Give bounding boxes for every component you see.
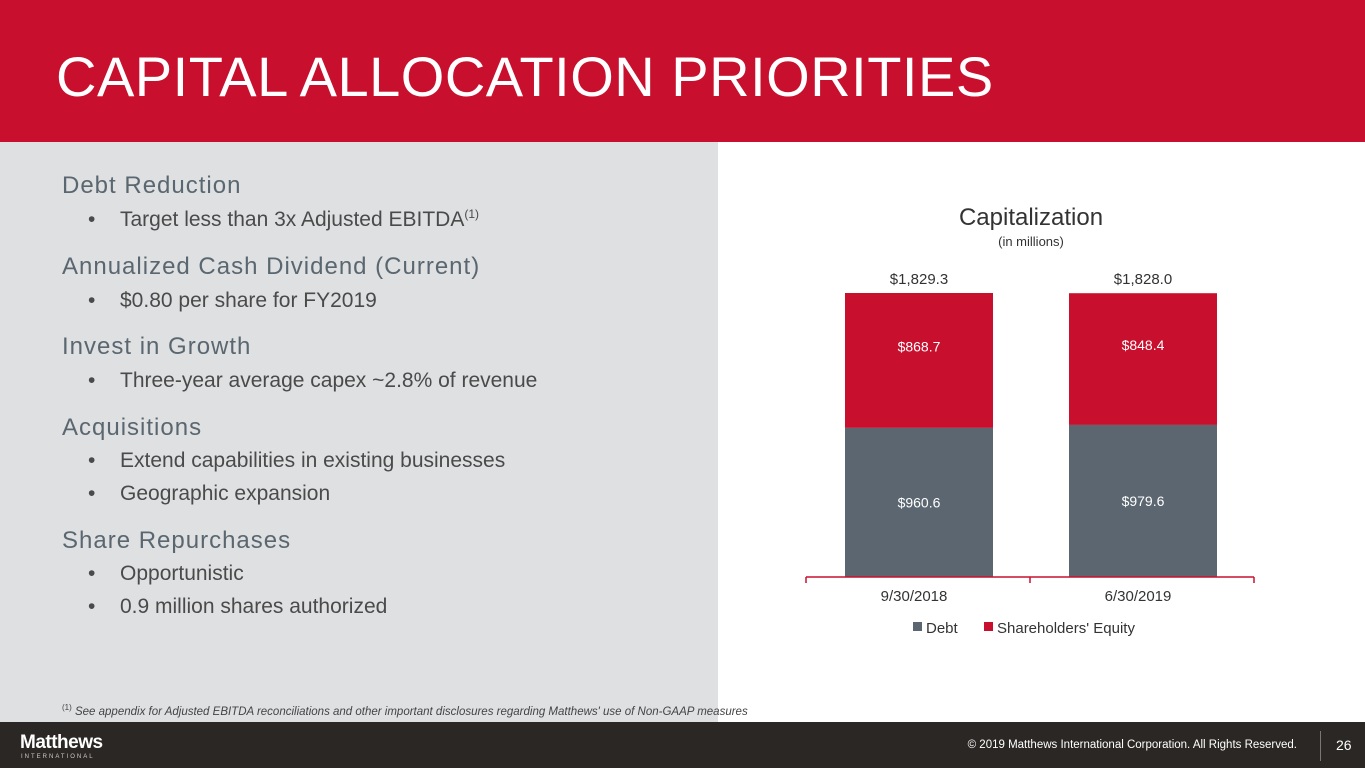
bullet-text: Geographic expansion <box>120 482 331 505</box>
bullet: • Target less than 3x Adjusted EBITDA(1) <box>88 207 479 232</box>
bullet-text: Opportunistic <box>120 562 244 585</box>
logo-subtitle: INTERNATIONAL <box>21 754 95 760</box>
bar-debt <box>845 427 993 577</box>
logo: Matthews <box>20 732 103 753</box>
legend-swatch <box>984 622 993 631</box>
data-label: $960.6 <box>898 494 941 510</box>
bullet-dot: • <box>88 482 96 505</box>
category-label: 9/30/2018 <box>881 588 948 605</box>
footnote-ref: (1) <box>464 207 480 221</box>
bar-equity <box>845 293 993 428</box>
bullet-dot: • <box>88 208 96 231</box>
bullet: • Geographic expansion <box>88 482 330 506</box>
bullet: • Three-year average capex ~2.8% of reven… <box>88 369 537 393</box>
bullet-dot: • <box>88 562 96 585</box>
bullet: • 0.9 million shares authorized <box>88 595 387 619</box>
footnote-text: See appendix for Adjusted EBITDA reconci… <box>71 705 748 718</box>
total-label: $1,829.3 <box>890 271 948 288</box>
bullet-text: Extend capabilities in existing business… <box>120 449 506 472</box>
legend-label: Shareholders' Equity <box>997 620 1135 637</box>
header-bar <box>0 0 1365 142</box>
footnote-mark: (1) <box>62 703 72 712</box>
bullet-dot: • <box>88 289 96 312</box>
heading-dividend: Annualized Cash Dividend (Current) <box>62 253 481 280</box>
bullet-text: Target less than 3x Adjusted EBITDA <box>120 208 465 231</box>
footer-bar <box>0 722 1365 768</box>
footer-divider <box>1320 731 1321 761</box>
legend-label: Debt <box>926 620 959 637</box>
bullet-dot: • <box>88 449 96 472</box>
bullet-dot: • <box>88 369 96 392</box>
data-label: $979.6 <box>1122 493 1165 509</box>
page-title: CAPITAL ALLOCATION PRIORITIES <box>56 45 994 108</box>
chart-subtitle: (in millions) <box>998 234 1064 249</box>
chart-title: Capitalization <box>959 204 1103 231</box>
bullet-text: $0.80 per share for FY2019 <box>120 289 377 312</box>
bullet-text: Three-year average capex ~2.8% of revenu… <box>120 369 538 392</box>
bullet: • $0.80 per share for FY2019 <box>88 289 377 313</box>
footnote: (1) See appendix for Adjusted EBITDA rec… <box>62 703 748 718</box>
bullet: • Extend capabilities in existing busines… <box>88 449 505 473</box>
data-label: $868.7 <box>898 338 941 354</box>
legend-swatch <box>913 622 922 631</box>
heading-invest: Invest in Growth <box>62 333 252 360</box>
bar-debt <box>1069 424 1217 577</box>
data-label: $848.4 <box>1122 337 1165 353</box>
bar-equity <box>1069 293 1217 425</box>
heading-acquisitions: Acquisitions <box>62 414 203 441</box>
left-panel <box>0 142 718 722</box>
page-number: 26 <box>1336 737 1352 753</box>
bullet: • Opportunistic <box>88 562 244 586</box>
heading-repurchases: Share Repurchases <box>62 527 292 554</box>
category-label: 6/30/2019 <box>1105 588 1172 605</box>
heading-debt-reduction: Debt Reduction <box>62 172 242 199</box>
bullet-text: 0.9 million shares authorized <box>120 595 388 618</box>
bullet-dot: • <box>88 595 96 618</box>
copyright: © 2019 Matthews International Corporatio… <box>967 739 1297 751</box>
total-label: $1,828.0 <box>1114 271 1172 288</box>
